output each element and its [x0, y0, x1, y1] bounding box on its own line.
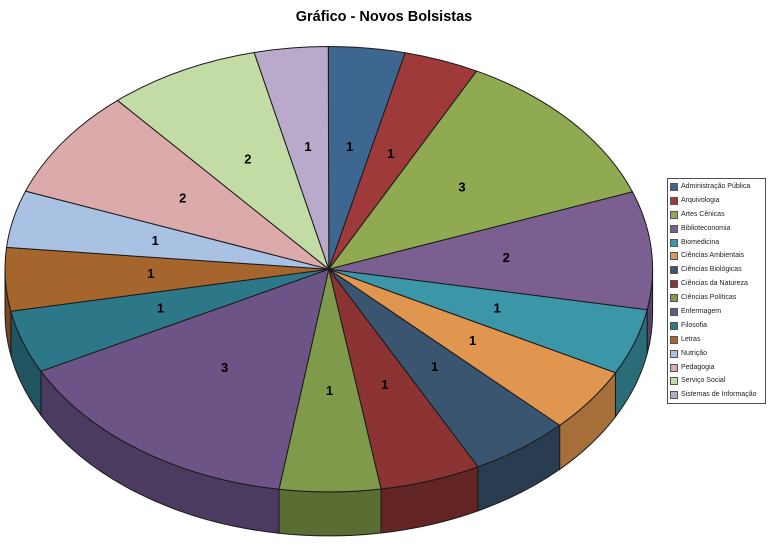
- svg-text:1: 1: [157, 301, 164, 316]
- svg-text:1: 1: [346, 139, 353, 154]
- svg-text:1: 1: [147, 266, 154, 281]
- svg-text:1: 1: [381, 377, 388, 392]
- svg-text:1: 1: [431, 359, 438, 374]
- svg-text:2: 2: [179, 191, 186, 206]
- svg-text:3: 3: [458, 179, 465, 194]
- svg-text:3: 3: [221, 360, 228, 375]
- svg-text:1: 1: [152, 233, 159, 248]
- svg-text:2: 2: [244, 152, 251, 167]
- svg-text:1: 1: [469, 333, 476, 348]
- svg-text:1: 1: [326, 383, 333, 398]
- svg-text:2: 2: [503, 250, 510, 265]
- svg-text:1: 1: [387, 146, 394, 161]
- svg-text:1: 1: [304, 139, 311, 154]
- svg-text:1: 1: [493, 301, 500, 316]
